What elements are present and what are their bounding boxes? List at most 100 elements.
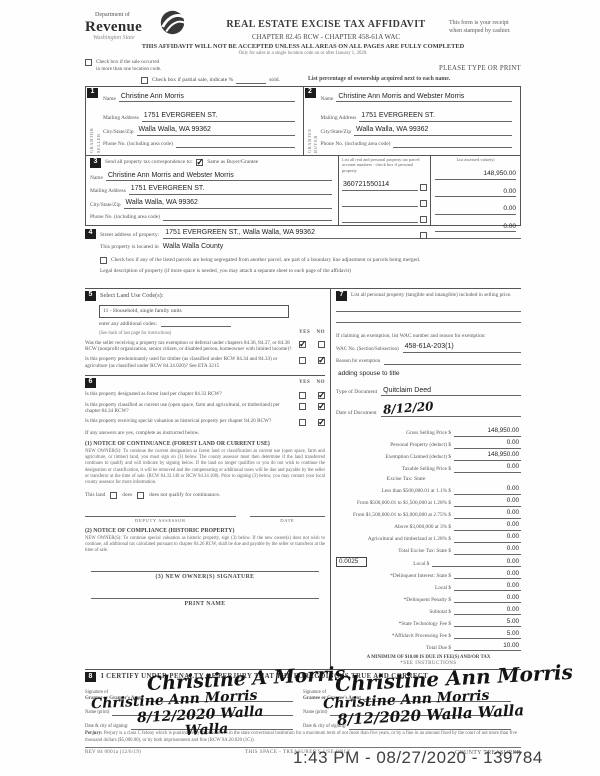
section-3: 3 Send all property tax correspondence t… (85, 155, 521, 239)
parcel-personal-checkbox-4 (420, 231, 427, 239)
street-address-value: 1751 EVERGREEN ST., Walla Walla, WA 9936… (165, 228, 315, 236)
same-as-buyer-label: Same as Buyer/Grantee (207, 159, 259, 166)
grantee-name-print-label: Name (print) (303, 710, 328, 716)
grantor-city-overflow-handwritten: Walla (184, 721, 229, 740)
ownership-note: List percentage of ownership acquired ne… (307, 76, 451, 83)
rev-form-number: REV 84 0001a (12/6/19) (85, 750, 142, 756)
reason-exemption-value: adding spouse to title (338, 370, 400, 378)
personal-property-line-2 (336, 312, 521, 323)
section-5-badge: 5 (85, 290, 96, 301)
treasurer-timestamp-stamp: 1:43 PM - 08/27/2020 - 139784 (293, 748, 543, 767)
seller-phone-label: Phone No. (including area code) (103, 141, 173, 148)
minimum-due-note: A MINIMUM OF $10.00 IS DUE IN FEE(S) AND… (366, 655, 491, 661)
total-due-value: 10.00 (503, 641, 519, 649)
tax-correspondence-box: 3 Send all property tax correspondence t… (86, 156, 338, 225)
s3-mailing-value: 1751 EVERGREEN ST. (130, 185, 205, 193)
perjury-statement: Perjury: Perjury is a class C felony whi… (85, 731, 517, 743)
footer-row: REV 84 0001a (12/6/19) THIS SPACE - TREA… (85, 747, 521, 758)
seller-mailing-value: 1751 EVERGREEN ST. (143, 112, 218, 120)
multi-location-row: Check box if the sale occurred in more t… (85, 58, 521, 73)
gross-selling-price-value: 148,950.00 (487, 427, 519, 435)
buyer-grantee-vertical-label: GRANTEE BUYER (306, 128, 319, 153)
parties-row: 1 GRANTOR SELLER Name Christine Ann Morris… (85, 85, 521, 156)
left-column: 5 Select Land Use Code(s): 11 - Househol… (85, 288, 331, 670)
parcel-personal-checkbox-1 (420, 183, 427, 191)
s6-q1-no-checkbox (318, 390, 326, 401)
grantor-signature-column: Signature of Grantor or Grantor's Agent N… (85, 684, 303, 730)
parcel-personal-checkbox-3 (420, 215, 427, 223)
buyer-mailing-label: Mailing Address (320, 115, 357, 122)
assessed-value-4: 0.00 (503, 222, 516, 230)
doc-type-label: Type of Document (336, 389, 378, 396)
county-treasurer-label: COUNTY TREASURER (455, 750, 521, 757)
s5-q2-yes-checkbox (299, 357, 306, 365)
s6-q2-no-checkbox (318, 401, 326, 412)
if-yes-note: If any answers are yes, complete as inst… (85, 430, 200, 437)
local-tax-row: 0.0025 Local $ 0.00 (336, 557, 521, 568)
land-does-checkbox (110, 491, 118, 499)
s5-question-2: Is this property predominantly used for … (85, 355, 326, 370)
s3-mailing-label: Mailing Address (90, 188, 126, 195)
section-7-badge: 7 (336, 290, 347, 301)
section-2-badge: 2 (304, 87, 316, 98)
wac-number-label: WAC No. (Section/Subsection) (336, 346, 399, 352)
buyer-city-value: Walla Walla, WA 99362 (356, 126, 429, 134)
assessed-value-2: 0.00 (503, 187, 516, 195)
segregated-checkbox (100, 257, 107, 265)
title-block: REAL ESTATE EXCISE TAX AFFIDAVIT CHAPTER… (203, 12, 449, 41)
parcel-personal-checkbox-2 (420, 199, 427, 207)
personal-property-label: List all personal property (tangible and… (351, 291, 512, 298)
section-8-badge: 8 (85, 672, 96, 683)
section-3-badge: 3 (90, 157, 101, 168)
notice-compliance-body: NEW OWNER(S): To continue special valuat… (85, 535, 325, 554)
parcel-numbers-column: List all real and personal property tax … (338, 155, 430, 239)
multi-location-checkbox (85, 58, 92, 66)
new-owners-signature-field: (3) NEW OWNER(S) SIGNATURE (85, 564, 325, 581)
treasurer-space-label: THIS SPACE - TREASURER'S USE ONLY (244, 750, 352, 756)
land-use-title: Select Land Use Code(s): (100, 291, 164, 299)
segregated-note: Check box if any of the listed parcels a… (111, 257, 421, 264)
grantee-signature-column: Signature of Grantee or Grantee's Agent N… (303, 684, 521, 730)
s3-city-value: Walla Walla, WA 99362 (125, 199, 198, 207)
certification-statement: I CERTIFY UNDER PENALTY OF PERJURY THAT … (101, 673, 429, 681)
county-value: Walla Walla County (162, 242, 224, 250)
assessor-date-field: DATE (249, 511, 325, 524)
s6-question-1: Is this property designated as forest la… (85, 390, 326, 401)
buyer-name-label: Name (320, 95, 334, 102)
grantee-signature-label: Signature of Grantee or Grantee's Agent (303, 690, 361, 702)
doc-date-label: Date of Document (336, 409, 377, 416)
form-title: REAL ESTATE EXCISE TAX AFFIDAVIT (226, 19, 426, 30)
parcel-column-header: List all real and personal property tax … (342, 156, 420, 173)
partial-sale-row: Check box if partial sale, indicate % so… (141, 76, 521, 84)
revenue-swoosh-icon (159, 9, 187, 40)
notice-continuance-title: (1) NOTICE OF CONTINUANCE (FOREST LAND O… (85, 440, 270, 447)
street-address-label: Street address of property: (100, 231, 160, 238)
s3-city-label: City/State/Zip (90, 202, 121, 209)
s3-name-value: Christine Ann Morris and Webster Morris (107, 171, 234, 179)
assessed-value-1: 148,950.00 (483, 170, 516, 178)
section-1-badge: 1 (87, 87, 98, 98)
assessed-value-3: 0.00 (503, 205, 516, 213)
same-as-buyer-checkbox (196, 157, 204, 168)
seller-mailing-label: Mailing Address (103, 115, 139, 122)
personal-property-line-1 (336, 301, 521, 312)
send-correspondence-label: Send all property tax correspondence to: (105, 159, 193, 166)
section-4: 4 Street address of property: 1751 EVERG… (85, 226, 521, 288)
multi-location-label: Check box if the sale occurred in more t… (96, 58, 162, 72)
single-location-note: Only for sales in a single location code… (238, 51, 368, 56)
notice-compliance-title: (2) NOTICE OF COMPLIANCE (HISTORIC PROPE… (85, 527, 235, 534)
see-back-note: (See back of last page for instructions) (99, 330, 172, 336)
reason-exemption-label: Reason for exemption (336, 358, 381, 364)
notice-continuance-body: NEW OWNER(S): To continue the current de… (85, 449, 325, 485)
excise-tax-state-header: Excise Tax: State (386, 475, 426, 482)
s6-q1-yes-checkbox (299, 391, 306, 399)
washington-state-text: Washington State (93, 34, 135, 41)
seller-grantor-box: 1 GRANTOR SELLER Name Christine Ann Morris… (86, 87, 303, 155)
grantor-date-city-label: Date & city of signing: (85, 724, 129, 730)
s3-name-label: Name (90, 174, 103, 181)
buyer-grantee-box: 2 GRANTEE BUYER Name Christine Ann Morris … (302, 86, 521, 155)
buyer-phone-label: Phone No. (including area code) (320, 141, 391, 148)
land-qualify-row: This land does does not qualify for cont… (85, 491, 221, 499)
wac-number-value: 458-61A-203(1) (404, 343, 454, 351)
dor-logo: Department of Revenue Washington State (85, 9, 203, 42)
